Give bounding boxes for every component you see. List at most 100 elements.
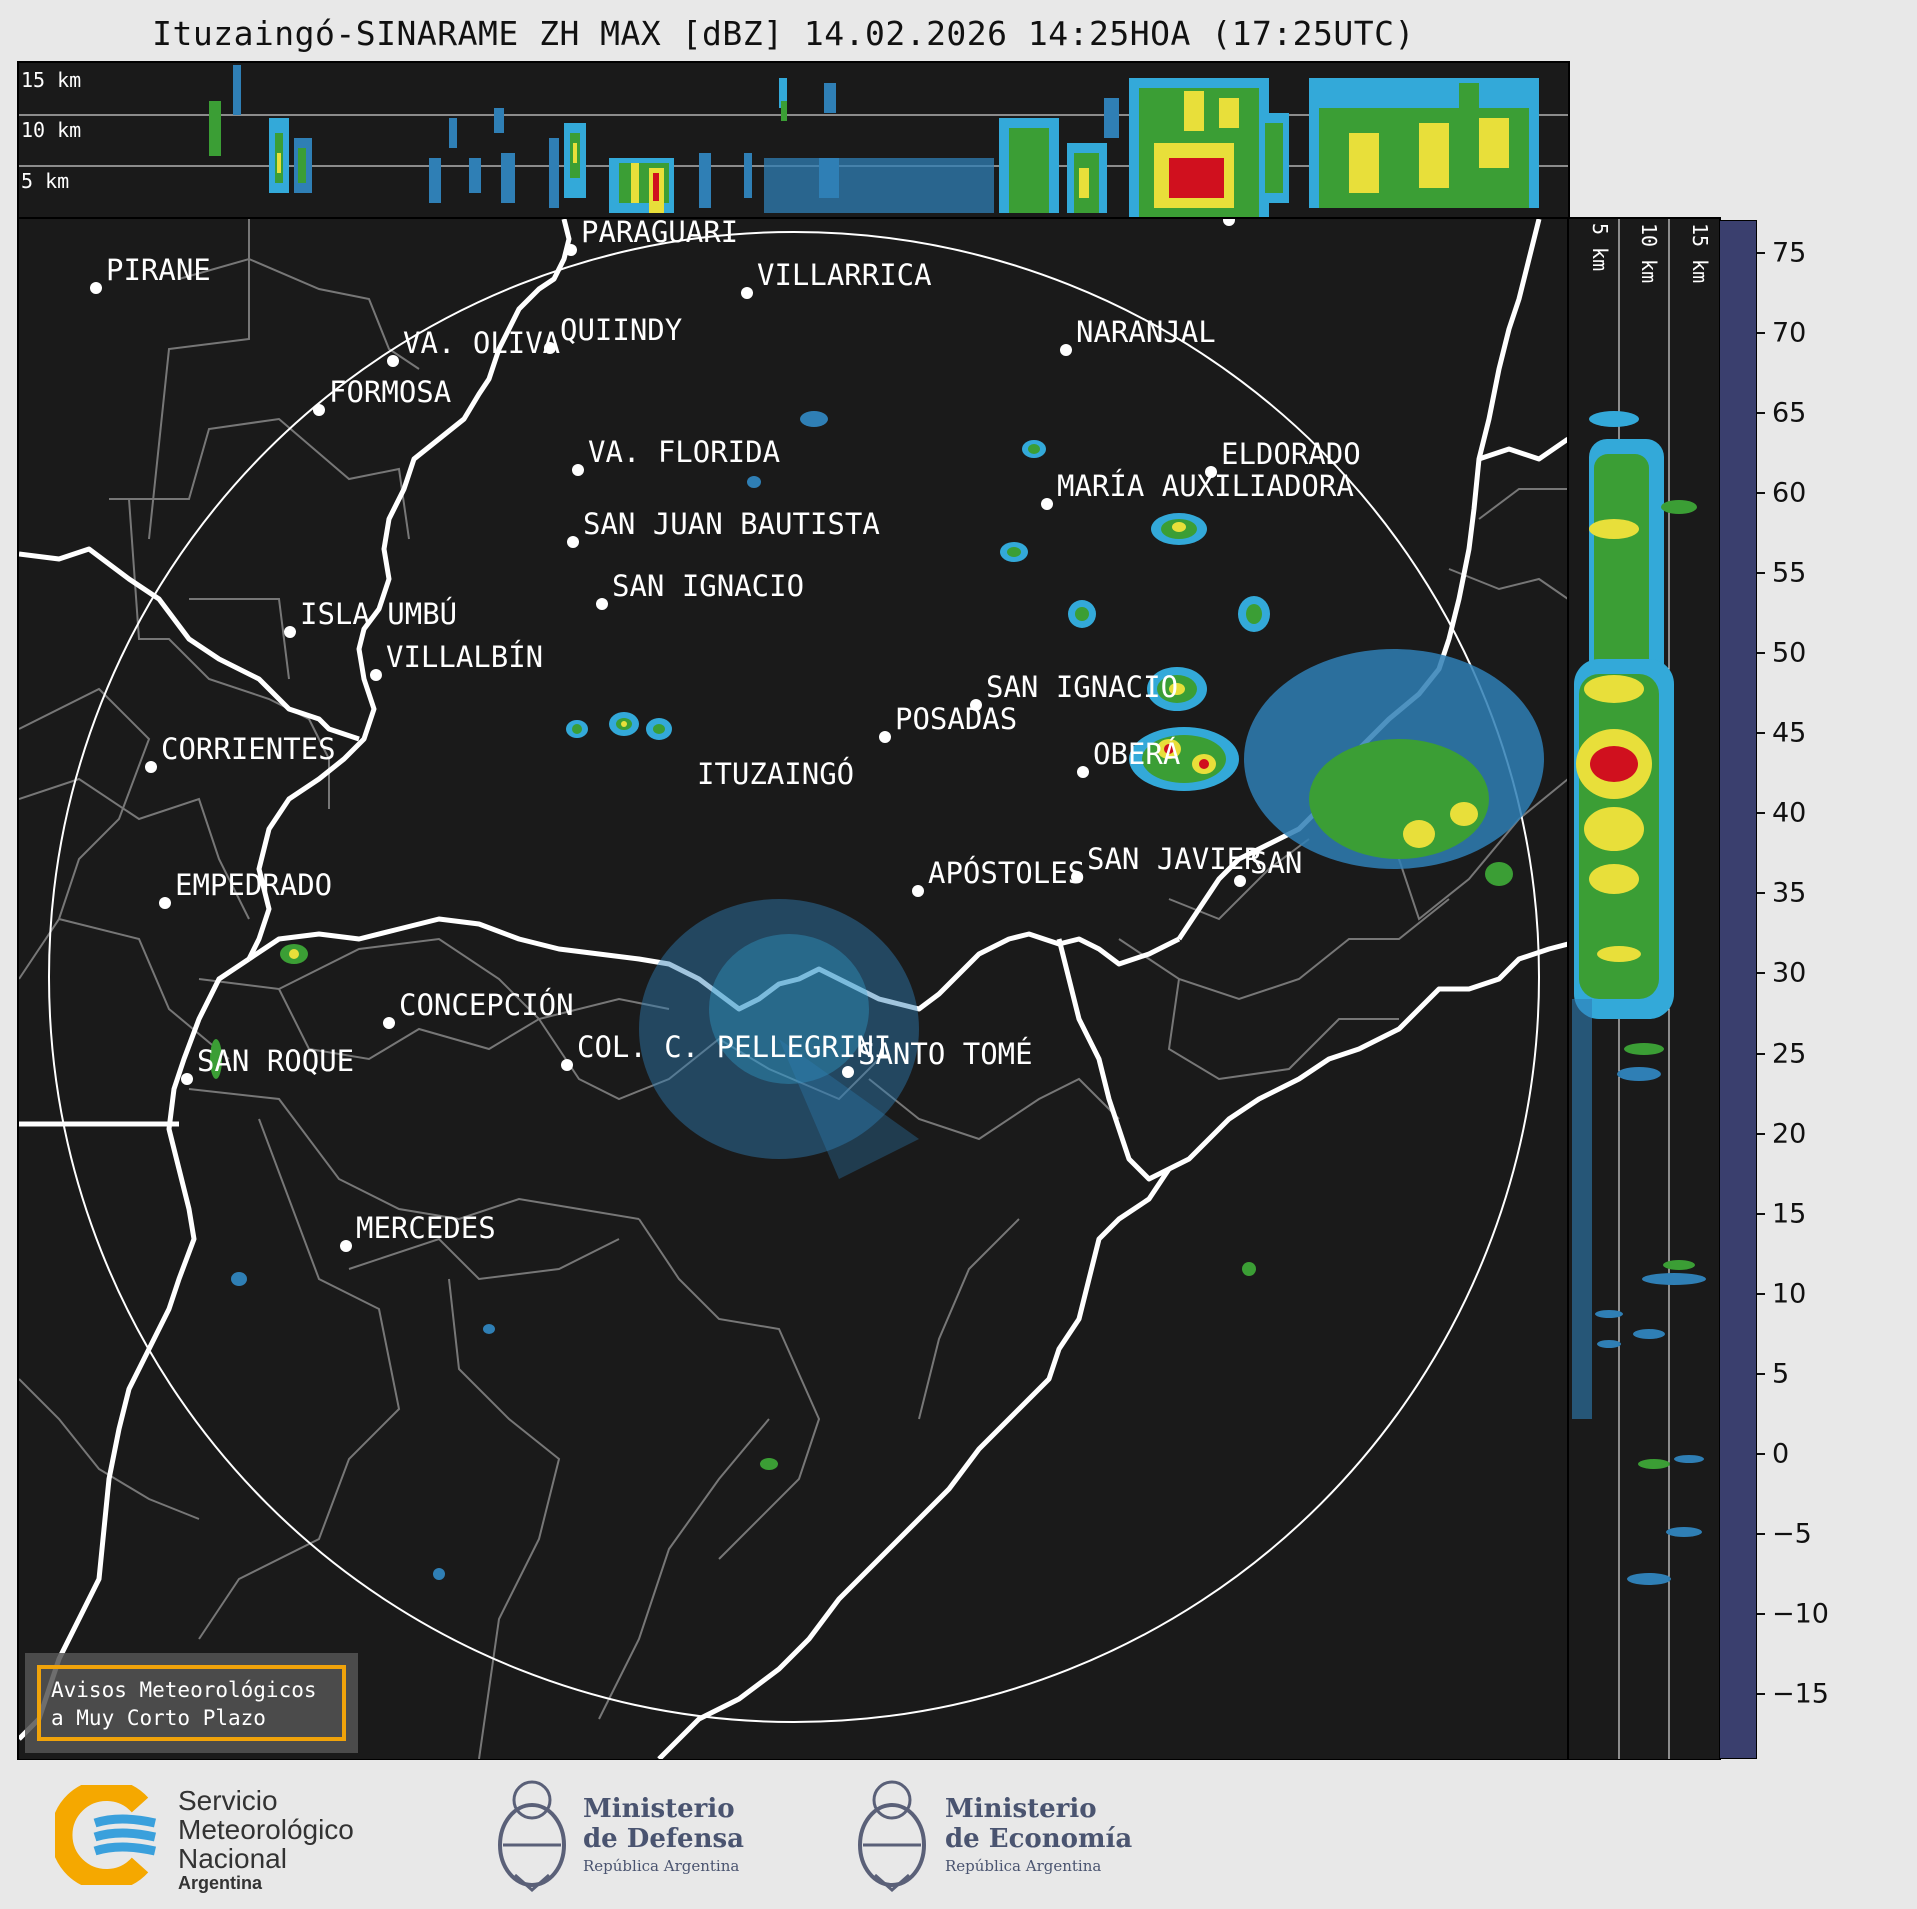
smn-line4: Argentina [178, 1873, 263, 1893]
city-label: PARAGUARÍ [581, 219, 738, 249]
city-marker [561, 1059, 573, 1071]
city-label: EMPEDRADO [175, 868, 332, 902]
city-marker [181, 1073, 193, 1085]
colorbar-tick-label: 45 [1772, 717, 1807, 749]
city-marker [1223, 214, 1235, 226]
smn-line2: Meteorológico [178, 1814, 354, 1845]
colorbar-tick-mark [1757, 812, 1765, 815]
city-marker [741, 287, 753, 299]
city-label: VA. FLORIDA [588, 435, 780, 469]
economia-line3: República Argentina [945, 1857, 1102, 1875]
colorbar-tick-mark [1757, 332, 1765, 335]
top-cross-section-plot: 15 km 10 km 5 km [19, 65, 1568, 218]
colorbar-tick-label: −5 [1772, 1518, 1812, 1550]
colorbar-tick-mark [1757, 972, 1765, 975]
colorbar-tick-mark [1757, 1452, 1765, 1455]
right-echoes [1572, 411, 1706, 1585]
city-marker [1205, 466, 1217, 478]
height-label-10km: 10 km [21, 118, 81, 142]
height-label-15km: 15 km [21, 68, 81, 92]
city-label: ELDORADO [1221, 437, 1361, 471]
city-marker [90, 282, 102, 294]
height-label-5km: 5 km [21, 169, 69, 193]
city-label: SAN IGNACIO [612, 569, 804, 603]
colorbar-tick-label: 55 [1772, 557, 1807, 589]
radar-map-panel[interactable]: PIRANE PARAGUARÍ VILLARRICA QUIINDY VA. OLIV… [17, 185, 1570, 1761]
city-label: COL. C. PELLEGRINI [577, 1030, 891, 1064]
city-marker [879, 731, 891, 743]
city-label: SAN [1250, 846, 1302, 880]
city-label: CONCEPCIÓN [399, 988, 574, 1022]
city-marker [970, 699, 982, 711]
map-title: Ituzaingó-SINARAME ZH MAX [dBZ] 14.02.20… [152, 14, 1415, 53]
city-label: POSADAS [895, 702, 1017, 736]
city-marker [1071, 871, 1083, 883]
city-label: OBERÁ [1093, 737, 1180, 771]
colorbar-tick-label: 65 [1772, 397, 1807, 429]
warning-line1: Avisos Meteorológicos [51, 1678, 317, 1702]
city-label: FORMOSA [329, 375, 451, 409]
colorbar-tick-label: 5 [1772, 1358, 1790, 1390]
colorbar-tick-mark [1757, 1612, 1765, 1615]
height-label-right-5km: 5 km [1588, 223, 1612, 271]
city-label: APÓSTOLES [928, 856, 1085, 890]
defensa-line1: Ministerio [583, 1794, 735, 1824]
city-marker [565, 244, 577, 256]
city-marker [572, 464, 584, 476]
city-label: VILLARRICA [757, 258, 932, 292]
city-label: SAN IGNACIO [986, 670, 1178, 704]
city-marker [1234, 875, 1246, 887]
smn-logo [50, 1779, 165, 1891]
colorbar-tick-mark [1757, 1212, 1765, 1215]
smn-line3: Nacional [178, 1843, 287, 1874]
city-marker [544, 342, 556, 354]
colorbar-tick-label: 25 [1772, 1038, 1807, 1070]
colorbar-tick-label: 20 [1772, 1118, 1807, 1150]
city-marker [383, 1017, 395, 1029]
colorbar-tick-label: 50 [1772, 637, 1807, 669]
colorbar-tick-label: 15 [1772, 1198, 1807, 1230]
colorbar-tick-label: 35 [1772, 877, 1807, 909]
colorbar-tick-label: 40 [1772, 797, 1807, 829]
city-label: QUIINDY [560, 313, 682, 347]
colorbar-tick-mark [1757, 1132, 1765, 1135]
height-label-right-10km: 10 km [1637, 223, 1661, 283]
city-label: MERCEDES [356, 1211, 496, 1245]
precip-echoes [210, 411, 1544, 1580]
city-label: ISLA UMBÚ [300, 597, 457, 631]
city-marker [284, 626, 296, 638]
colorbar-tick-mark [1757, 572, 1765, 575]
colorbar-tick-mark [1757, 1052, 1765, 1055]
colorbar-tick-mark [1757, 412, 1765, 415]
city-marker [842, 1066, 854, 1078]
colorbar-tick-label: 30 [1772, 957, 1807, 989]
top-cross-section-panel: 15 km 10 km 5 km [17, 61, 1570, 220]
colorbar-tick-label: 0 [1772, 1438, 1790, 1470]
city-marker [567, 536, 579, 548]
colorbar-tick-mark [1757, 1532, 1765, 1535]
city-marker [912, 885, 924, 897]
footer-logos: Servicio Meteorológico Nacional Argentin… [0, 1760, 1917, 1909]
city-marker [159, 897, 171, 909]
colorbar-tick-label: 75 [1772, 237, 1807, 269]
colorbar-tick-label: −15 [1772, 1678, 1829, 1710]
warning-box[interactable]: Avisos Meteorológicos a Muy Corto Plazo [25, 1653, 358, 1753]
warning-line2: a Muy Corto Plazo [51, 1706, 266, 1730]
dbz-colorbar [1719, 220, 1757, 1759]
city-label: PIRANE [106, 253, 211, 287]
defensa-line3: República Argentina [583, 1857, 740, 1875]
city-label: MARÍA AUXILIADORA [1057, 469, 1354, 503]
radar-clutter [639, 899, 919, 1179]
economia-line1: Ministerio [945, 1794, 1097, 1824]
range-ring [48, 231, 1540, 1723]
colorbar-tick-mark [1757, 652, 1765, 655]
city-label: SAN ROQUE [197, 1044, 354, 1078]
city-label: VA. OLIVA [403, 326, 560, 360]
colorbar-tick-mark [1757, 732, 1765, 735]
city-label: SAN JUAN BAUTISTA [583, 507, 880, 541]
colorbar-tick-mark [1757, 1692, 1765, 1695]
city-marker [145, 761, 157, 773]
colorbar-tick-mark [1757, 1372, 1765, 1375]
